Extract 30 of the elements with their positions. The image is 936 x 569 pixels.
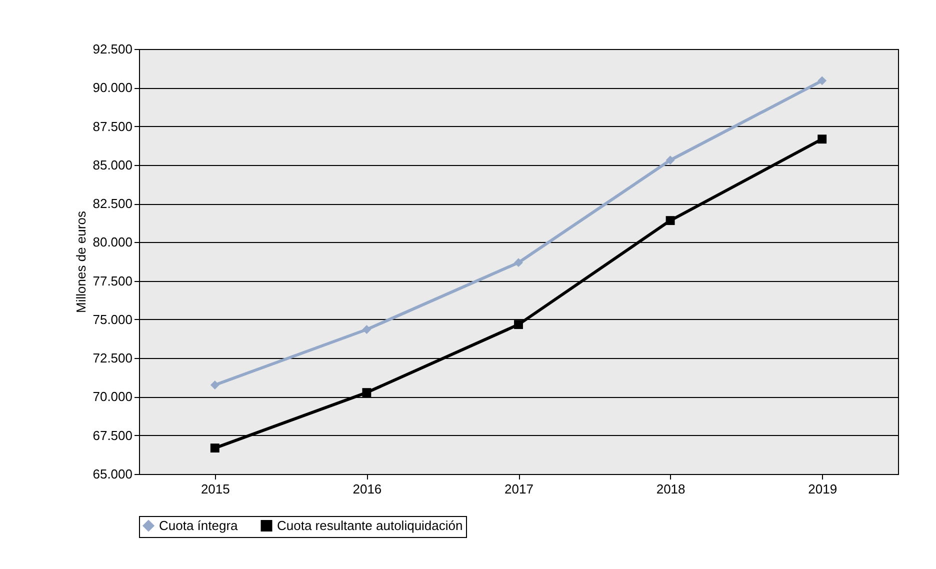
y-tick-label: 65.000 (92, 466, 132, 482)
point (210, 444, 220, 453)
point (818, 76, 827, 86)
point (514, 258, 523, 268)
legend-label: Cuota resultante autoliquidación (277, 518, 463, 533)
x-tick-label: 2018 (656, 482, 686, 496)
x-tick-label: 2017 (504, 482, 534, 496)
y-tick-label: 72.500 (92, 350, 132, 366)
point (362, 388, 372, 398)
y-tick-label: 85.000 (92, 157, 132, 172)
x-tick-label: 2015 (200, 482, 230, 496)
y-tick-label: 77.500 (92, 273, 132, 288)
y-tick-label: 90.000 (92, 80, 132, 96)
legend-label: Cuota íntegra (159, 518, 239, 533)
y-tick-label: 80.000 (92, 234, 132, 250)
y-tick-label: 75.000 (92, 312, 132, 327)
y-tick-label: 67.500 (92, 428, 132, 443)
y-tick-label: 82.500 (92, 196, 132, 212)
point (210, 380, 220, 390)
point (514, 320, 523, 330)
point (818, 134, 827, 144)
y-tick-label: 87.500 (92, 118, 132, 134)
y-axis-title: Millones de euros (74, 210, 89, 313)
y-tick-label: 70.000 (92, 389, 132, 404)
point (362, 325, 372, 334)
point (666, 156, 675, 165)
x-tick-label: 2019 (808, 482, 838, 496)
x-tick-label: 2016 (352, 482, 382, 496)
y-tick-label: 92.500 (92, 42, 132, 56)
point (666, 216, 675, 226)
